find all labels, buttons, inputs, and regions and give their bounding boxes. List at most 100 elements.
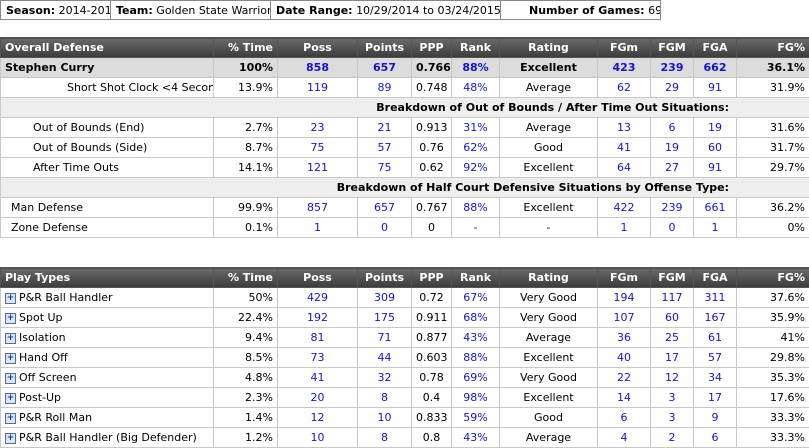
cell-label[interactable]: + Spot Up bbox=[0, 307, 214, 328]
cell-points: 309 bbox=[357, 287, 412, 308]
col-header-poss[interactable]: Poss bbox=[277, 267, 358, 288]
play-type-row[interactable]: + Hand Off 8.5% 73 44 0.603 88% Excellent 40 17 57… bbox=[0, 347, 809, 368]
cell-points: 21 bbox=[357, 117, 412, 138]
oob-row: After Time Outs 14.1% 121 75 0.62 92% Excellen… bbox=[0, 157, 809, 178]
col-header-fgm-made[interactable]: FGM bbox=[650, 37, 694, 58]
cell-pct-time: 2.7% bbox=[213, 117, 278, 138]
cell-fgm-missed: 194 bbox=[597, 287, 651, 308]
col-header-rank[interactable]: Rank bbox=[451, 37, 500, 58]
cell-fgm-made: 239 bbox=[650, 197, 694, 218]
cell-fg-pct: 29.7% bbox=[736, 157, 809, 178]
cell-pct-time: 0.1% bbox=[213, 217, 278, 238]
expand-plus-icon[interactable]: + bbox=[5, 412, 16, 424]
row-label: P&R Ball Handler (Big Defender) bbox=[19, 431, 197, 444]
play-type-row[interactable]: + Spot Up 22.4% 192 175 0.911 68% Very Good 107 6… bbox=[0, 307, 809, 328]
row-label: After Time Outs bbox=[33, 161, 120, 174]
cell-fgm-made: 60 bbox=[650, 307, 694, 328]
cell-ppp: 0.766 bbox=[411, 57, 452, 78]
cell-poss: 429 bbox=[277, 287, 358, 308]
col-header-fg-pct[interactable]: FG% bbox=[736, 267, 809, 288]
expand-plus-icon[interactable]: + bbox=[5, 372, 16, 384]
expand-plus-icon[interactable]: + bbox=[5, 432, 16, 444]
cell-rank: 69% bbox=[451, 367, 500, 388]
cell-points: 657 bbox=[357, 57, 412, 78]
col-header-rating[interactable]: Rating bbox=[499, 37, 598, 58]
cell-poss: 121 bbox=[277, 157, 358, 178]
cell-poss: 73 bbox=[277, 347, 358, 368]
cell-rank: 88% bbox=[451, 197, 500, 218]
cell-label[interactable]: + P&R Ball Handler (Big Defender) bbox=[0, 427, 214, 448]
col-header-label[interactable]: Play Types bbox=[0, 267, 214, 288]
cell-rank: 43% bbox=[451, 427, 500, 448]
cell-fgm-missed: 13 bbox=[597, 117, 651, 138]
play-types-table: Play Types% Time Poss Points PPP Rank Rating F… bbox=[0, 267, 809, 448]
col-header-fgm-missed[interactable]: FGm bbox=[597, 37, 651, 58]
cell-fgm-made: 6 bbox=[650, 117, 694, 138]
cell-fga: 9 bbox=[693, 407, 737, 428]
cell-rating: Excellent bbox=[499, 157, 598, 178]
col-header-ppp[interactable]: PPP bbox=[411, 267, 452, 288]
cell-label: Man Defense bbox=[0, 197, 214, 218]
col-header-rank[interactable]: Rank bbox=[451, 267, 500, 288]
cell-fgm-missed: 22 bbox=[597, 367, 651, 388]
row-label: Post-Up bbox=[19, 391, 62, 404]
cell-points: 57 bbox=[357, 137, 412, 158]
cell-fg-pct: 33.3% bbox=[736, 427, 809, 448]
expand-plus-icon[interactable]: + bbox=[5, 332, 16, 344]
cell-fg-pct: 17.6% bbox=[736, 387, 809, 408]
expand-plus-icon[interactable]: + bbox=[5, 352, 16, 364]
half-court-row: Man Defense 99.9% 857 657 0.767 88% Excellent 4… bbox=[0, 197, 809, 218]
col-header-label[interactable]: Overall Defense bbox=[0, 37, 214, 58]
cell-label[interactable]: + Isolation bbox=[0, 327, 214, 348]
cell-fgm-missed: 62 bbox=[597, 77, 651, 98]
cell-ppp: 0.767 bbox=[411, 197, 452, 218]
expand-plus-icon[interactable]: + bbox=[5, 312, 16, 324]
col-header-fga[interactable]: FGA bbox=[693, 267, 737, 288]
cell-fg-pct: 31.6% bbox=[736, 117, 809, 138]
play-type-row[interactable]: + Post-Up 2.3% 20 8 0.4 98% Excellent 14 3 17 17.6% bbox=[0, 387, 809, 408]
cell-label[interactable]: + Post-Up bbox=[0, 387, 214, 408]
col-header-fg-pct[interactable]: FG% bbox=[736, 37, 809, 58]
cell-poss: 192 bbox=[277, 307, 358, 328]
cell-fg-pct: 29.8% bbox=[736, 347, 809, 368]
date-range-cell: Date Range: 10/29/2014 to 03/24/2015 bbox=[270, 0, 501, 20]
cell-label[interactable]: + P&R Roll Man bbox=[0, 407, 214, 428]
col-header-points[interactable]: Points bbox=[357, 37, 412, 58]
cell-fgm-made: 3 bbox=[650, 387, 694, 408]
cell-label[interactable]: + Hand Off bbox=[0, 347, 214, 368]
cell-label: Zone Defense bbox=[0, 217, 214, 238]
cell-fgm-made: 0 bbox=[650, 217, 694, 238]
cell-rating: Very Good bbox=[499, 307, 598, 328]
cell-label[interactable]: + Off Screen bbox=[0, 367, 214, 388]
col-header-ppp[interactable]: PPP bbox=[411, 37, 452, 58]
cell-rating: - bbox=[499, 217, 598, 238]
cell-points: 8 bbox=[357, 387, 412, 408]
col-header-rating[interactable]: Rating bbox=[499, 267, 598, 288]
cell-fgm-made: 19 bbox=[650, 137, 694, 158]
col-header-poss[interactable]: Poss bbox=[277, 37, 358, 58]
row-label: Hand Off bbox=[19, 351, 68, 364]
cell-rating: Very Good bbox=[499, 367, 598, 388]
cell-fgm-missed: 14 bbox=[597, 387, 651, 408]
cell-label[interactable]: + P&R Ball Handler bbox=[0, 287, 214, 308]
row-label: Stephen Curry bbox=[5, 61, 95, 74]
col-header-fgm-missed[interactable]: FGm bbox=[597, 267, 651, 288]
expand-plus-icon[interactable]: + bbox=[5, 292, 16, 304]
cell-ppp: 0.78 bbox=[411, 367, 452, 388]
col-header-pct-time[interactable]: % Time bbox=[213, 37, 278, 58]
defense-header-row: Overall Defense% Time Poss Points PPP Rank Ra… bbox=[0, 37, 809, 58]
row-label: Off Screen bbox=[19, 371, 77, 384]
cell-fg-pct: 35.9% bbox=[736, 307, 809, 328]
expand-plus-icon[interactable]: + bbox=[5, 392, 16, 404]
play-type-row[interactable]: + P&R Ball Handler 50% 429 309 0.72 67% Very Go… bbox=[0, 287, 809, 308]
cell-poss: 41 bbox=[277, 367, 358, 388]
play-type-row[interactable]: + P&R Ball Handler (Big Defender) 1.2% 10 8 0… bbox=[0, 427, 809, 448]
play-type-row[interactable]: + P&R Roll Man 1.4% 12 10 0.833 59% Good 6 3 9 33.3… bbox=[0, 407, 809, 428]
col-header-fgm-made[interactable]: FGM bbox=[650, 267, 694, 288]
col-header-points[interactable]: Points bbox=[357, 267, 412, 288]
col-header-pct-time[interactable]: % Time bbox=[213, 267, 278, 288]
play-type-row[interactable]: + Isolation 9.4% 81 71 0.877 43% Average 36 25 61 4… bbox=[0, 327, 809, 348]
col-header-fga[interactable]: FGA bbox=[693, 37, 737, 58]
play-type-row[interactable]: + Off Screen 4.8% 41 32 0.78 69% Very Good 22 12 3… bbox=[0, 367, 809, 388]
play-types-header-row: Play Types% Time Poss Points PPP Rank Rating F… bbox=[0, 267, 809, 288]
